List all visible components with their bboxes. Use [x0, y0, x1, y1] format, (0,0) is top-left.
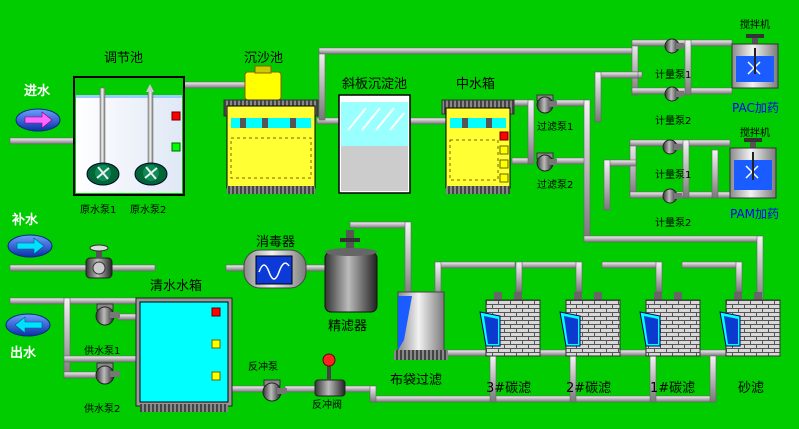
sand-filter[interactable]	[719, 292, 781, 357]
carbon-filter-2[interactable]	[559, 292, 621, 357]
filter-pump2-label: 过滤泵2	[537, 178, 573, 191]
disinfector-label: 消毒器	[256, 235, 295, 250]
grit-tank-label: 沉沙池	[244, 51, 283, 66]
inlet-label: 进水	[24, 83, 51, 99]
mid-water-tank[interactable]	[441, 99, 515, 194]
raw-pump2-icon[interactable]	[134, 84, 168, 186]
filter-pump1-label: 过滤泵1	[537, 120, 573, 133]
stirrer2-label: 搅拌机	[740, 126, 770, 139]
meter-pump-pam2-icon[interactable]	[662, 188, 682, 204]
inclined-plate-settler[interactable]	[338, 94, 411, 194]
meter-pump-pac1-icon[interactable]	[664, 38, 684, 54]
disinfector[interactable]	[243, 249, 307, 289]
meter-pac2-label: 计量泵2	[655, 114, 691, 127]
carbon2-label: 2#碳滤	[566, 381, 611, 396]
meter-pac1-label: 计量泵1	[655, 68, 691, 81]
makeup-valve[interactable]	[85, 244, 113, 279]
carbon3-label: 3#碳滤	[486, 381, 531, 396]
supply-pump1-icon[interactable]	[95, 303, 120, 326]
filter-pump2-icon[interactable]	[536, 152, 557, 172]
meter-pump-pac2-icon[interactable]	[664, 86, 684, 102]
sand-label: 砂滤	[738, 381, 764, 396]
raw-pump2-label: 原水泵2	[130, 204, 166, 216]
backwash-valve[interactable]	[314, 353, 346, 397]
supply-pump2-label: 供水泵2	[84, 402, 120, 415]
carbon-filter-1[interactable]	[639, 292, 701, 357]
grit-tank[interactable]	[223, 65, 319, 194]
pam-dosing-tank[interactable]	[729, 138, 777, 199]
regulating-tank[interactable]	[73, 76, 185, 196]
carbon-filter-3[interactable]	[479, 292, 541, 357]
fine-filter[interactable]	[324, 230, 378, 313]
raw-pump1-icon[interactable]	[86, 87, 120, 186]
mid-tank-label: 中水箱	[456, 76, 495, 92]
clean-tank-label: 清水水箱	[150, 278, 202, 294]
supply-pump2-icon[interactable]	[95, 362, 120, 385]
carbon1-label: 1#碳滤	[650, 381, 695, 396]
backwash-pump-icon[interactable]	[262, 379, 287, 402]
raw-pump1-label: 原水泵1	[80, 204, 116, 216]
clean-water-tank[interactable]	[135, 297, 233, 412]
level-indicator-green	[171, 142, 181, 152]
backwash-valve-label: 反冲阀	[312, 398, 342, 411]
makeup-arrow-button[interactable]	[7, 234, 53, 258]
bag-filter-label: 布袋过滤	[390, 373, 442, 388]
meter-pam2-label: 计量泵2	[655, 216, 691, 229]
filter-pump1-icon[interactable]	[536, 94, 557, 114]
pam-label: PAM加药	[730, 207, 779, 221]
outlet-label: 出水	[10, 345, 37, 361]
meter-pam1-label: 计量泵1	[655, 168, 691, 181]
bag-filter[interactable]	[394, 291, 448, 360]
stirrer1-label: 搅拌机	[740, 18, 770, 31]
inlet-arrow-button[interactable]	[15, 108, 61, 132]
settler-label: 斜板沉淀池	[342, 77, 407, 92]
meter-pump-pam1-icon[interactable]	[662, 139, 682, 155]
outlet-arrow-button[interactable]	[5, 313, 51, 337]
backwash-pump-label: 反冲泵	[248, 360, 278, 373]
pac-label: PAC加药	[732, 101, 779, 115]
fine-filter-label: 精滤器	[328, 319, 367, 334]
supply-pump1-label: 供水泵1	[84, 344, 120, 357]
pac-dosing-tank[interactable]	[731, 34, 779, 89]
level-indicator-red	[171, 111, 181, 121]
makeup-label: 补水	[11, 212, 39, 228]
regulating-tank-label: 调节池	[104, 51, 143, 66]
